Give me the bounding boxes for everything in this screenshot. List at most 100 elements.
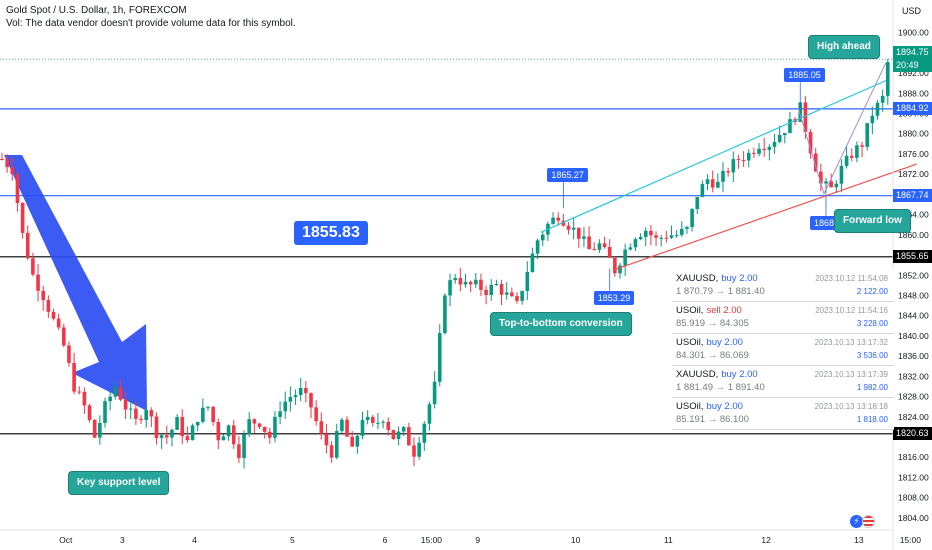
candle — [834, 180, 839, 193]
candle — [638, 233, 643, 241]
candle — [783, 132, 787, 144]
candle — [376, 412, 380, 430]
candle — [401, 425, 406, 437]
callout-key-support-level[interactable]: Key support level — [68, 471, 170, 495]
callout-forward-low[interactable]: Forward low — [834, 209, 911, 233]
candle — [314, 400, 318, 426]
channel-upper-line[interactable] — [540, 80, 887, 233]
trade-row[interactable]: USOil, buy 2.00 85.191 → 86.100 2023.10.13 … — [672, 398, 894, 430]
price-point-badge[interactable]: 1885.05 — [784, 68, 825, 83]
candle — [67, 341, 71, 367]
candle — [571, 217, 576, 240]
flag-icon[interactable] — [862, 515, 875, 528]
x-tick-label: 13 — [854, 535, 864, 545]
trade-time: 2023.10.13 13:17:32 — [814, 338, 888, 347]
candle — [273, 411, 277, 443]
candle — [407, 422, 411, 446]
candle — [51, 308, 56, 321]
trade-row[interactable]: XAUUSD, buy 2.00 1 881.49 → 1 891.40 2023.1… — [672, 366, 894, 398]
x-tick-label: 3 — [120, 535, 125, 545]
y-tick-label: 1900.00 — [898, 28, 929, 38]
candle — [56, 313, 61, 331]
channel-lower-line[interactable] — [612, 163, 917, 271]
y-tick-label: 1832.00 — [898, 371, 929, 381]
trend-drawings — [540, 62, 917, 291]
x-tick-label: 6 — [383, 535, 388, 545]
x-tick-label: 12 — [761, 535, 771, 545]
trade-symbol: USOil, buy 2.00 — [676, 401, 743, 412]
down-arrow-drawing — [4, 155, 147, 411]
candle — [62, 323, 66, 348]
candle — [839, 159, 844, 193]
candle — [417, 436, 421, 460]
candle — [329, 441, 334, 463]
candle — [319, 412, 324, 440]
y-tick-label: 1892.00 — [898, 68, 929, 78]
x-tick-label: 5 — [290, 535, 295, 545]
candle — [674, 230, 679, 238]
y-tick-label: 1812.00 — [898, 472, 929, 482]
candle — [721, 162, 725, 193]
candle — [262, 426, 267, 439]
candle — [345, 416, 349, 437]
price-point-badge[interactable]: 1853.29 — [593, 290, 635, 305]
candle — [134, 401, 138, 426]
trade-time: 2023.10.12 11:54:08 — [815, 274, 888, 283]
candle — [597, 239, 602, 254]
candle — [231, 420, 236, 449]
trade-symbol: USOil, sell 2.00 — [676, 305, 742, 316]
candle — [391, 429, 396, 440]
y-tick-label: 1852.00 — [898, 270, 929, 280]
lightning-icon[interactable]: ⚡ — [850, 515, 863, 528]
candle — [690, 208, 694, 232]
candle — [175, 414, 179, 431]
trade-amount: 1 818.00 — [856, 415, 888, 424]
candle — [170, 428, 174, 447]
trade-move: 1 881.49 → 1 891.40 — [676, 382, 765, 393]
callout-high-ahead[interactable]: High ahead — [808, 35, 880, 59]
candle — [144, 405, 148, 428]
candle — [46, 295, 51, 318]
price-point-badge[interactable]: 1865.27 — [547, 168, 588, 183]
candle — [350, 430, 354, 447]
y-tick-label: 1880.00 — [898, 129, 929, 139]
trade-row[interactable]: USOil, sell 2.00 85.919 → 84.305 2023.10.12… — [672, 302, 894, 334]
candle — [448, 273, 452, 307]
down-arrow-icon — [4, 155, 147, 411]
price-tag: 1855.65 — [893, 250, 932, 264]
callout-top-to-bottom-conversion[interactable]: Top-to-bottom conversion — [490, 312, 632, 336]
candle — [474, 272, 478, 289]
level-label-1855[interactable]: 1855.83 — [294, 221, 368, 245]
candle — [705, 174, 710, 191]
candle — [680, 221, 684, 238]
candle — [685, 225, 689, 234]
candle — [72, 352, 76, 395]
trade-row[interactable]: USOil, buy 2.00 84.301 → 86.069 2023.10.13 … — [672, 334, 894, 366]
candle — [381, 420, 385, 429]
candle — [36, 264, 40, 302]
candle — [288, 386, 293, 412]
candle — [649, 225, 653, 246]
candle — [829, 173, 833, 188]
trade-list: XAUUSD, buy 2.00 1 870.79 → 1 881.40 2023.1… — [672, 270, 894, 430]
trade-time: 2023.10.13 13:18:18 — [814, 402, 888, 411]
candle — [530, 247, 535, 273]
candle — [757, 143, 761, 157]
trade-row[interactable]: XAUUSD, buy 2.00 1 870.79 → 1 881.40 2023.1… — [672, 270, 894, 302]
candle — [293, 389, 298, 405]
candle — [180, 409, 185, 444]
price-tag: 1867.74 — [893, 189, 932, 203]
candle — [752, 147, 756, 159]
candle — [443, 293, 447, 335]
trade-move: 84.301 → 86.069 — [676, 350, 749, 361]
y-tick-label: 1872.00 — [898, 169, 929, 179]
candle — [226, 424, 231, 441]
candle — [211, 406, 215, 426]
candle — [458, 267, 463, 292]
swing-path[interactable] — [797, 62, 887, 196]
candle — [813, 147, 818, 172]
candle — [371, 414, 375, 427]
candle — [510, 287, 514, 298]
candle — [309, 392, 313, 419]
candle — [726, 167, 730, 177]
